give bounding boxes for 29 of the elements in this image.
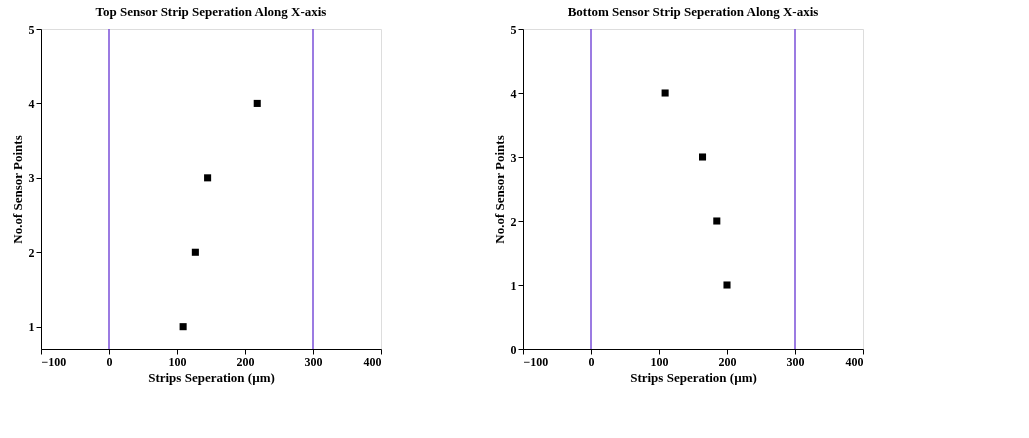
y-tick-label: 4 [28, 96, 35, 111]
x-axis-title: Strips Seperation (µm) [630, 369, 757, 385]
x-tick-label: 200 [236, 354, 255, 369]
chart-title: Bottom Sensor Strip Seperation Along X-axis [567, 4, 819, 19]
x-tick-label: 400 [363, 354, 382, 369]
x-tick-label: 0 [588, 354, 595, 369]
x-tick-label: 100 [168, 354, 187, 369]
y-tick-label: 5 [510, 22, 517, 37]
y-tick-label: 4 [510, 86, 517, 101]
x-tick-label: 300 [304, 354, 323, 369]
x-tick-label: 200 [718, 354, 737, 369]
y-tick-label: 0 [510, 342, 517, 357]
y-tick-label: 1 [510, 278, 517, 293]
x-tick-label: 100 [650, 354, 669, 369]
x-tick-label: −100 [41, 354, 67, 369]
y-tick-label: 2 [510, 214, 517, 229]
x-tick-label: 300 [786, 354, 805, 369]
y-tick-label: 3 [510, 150, 517, 165]
x-axis-title: Strips Seperation (µm) [148, 369, 275, 385]
y-axis-title: No.of Sensor Points [9, 135, 25, 244]
x-tick-label: 400 [845, 354, 864, 369]
y-tick-label: 2 [28, 245, 35, 260]
y-axis-title: No.of Sensor Points [491, 135, 507, 244]
x-tick-label: −100 [523, 354, 549, 369]
y-tick-label: 5 [28, 22, 35, 37]
x-tick-label: 0 [106, 354, 113, 369]
y-tick-label: 3 [28, 171, 35, 186]
y-tick-label: 1 [28, 320, 35, 335]
chart-title: Top Sensor Strip Seperation Along X-axis [95, 4, 327, 19]
